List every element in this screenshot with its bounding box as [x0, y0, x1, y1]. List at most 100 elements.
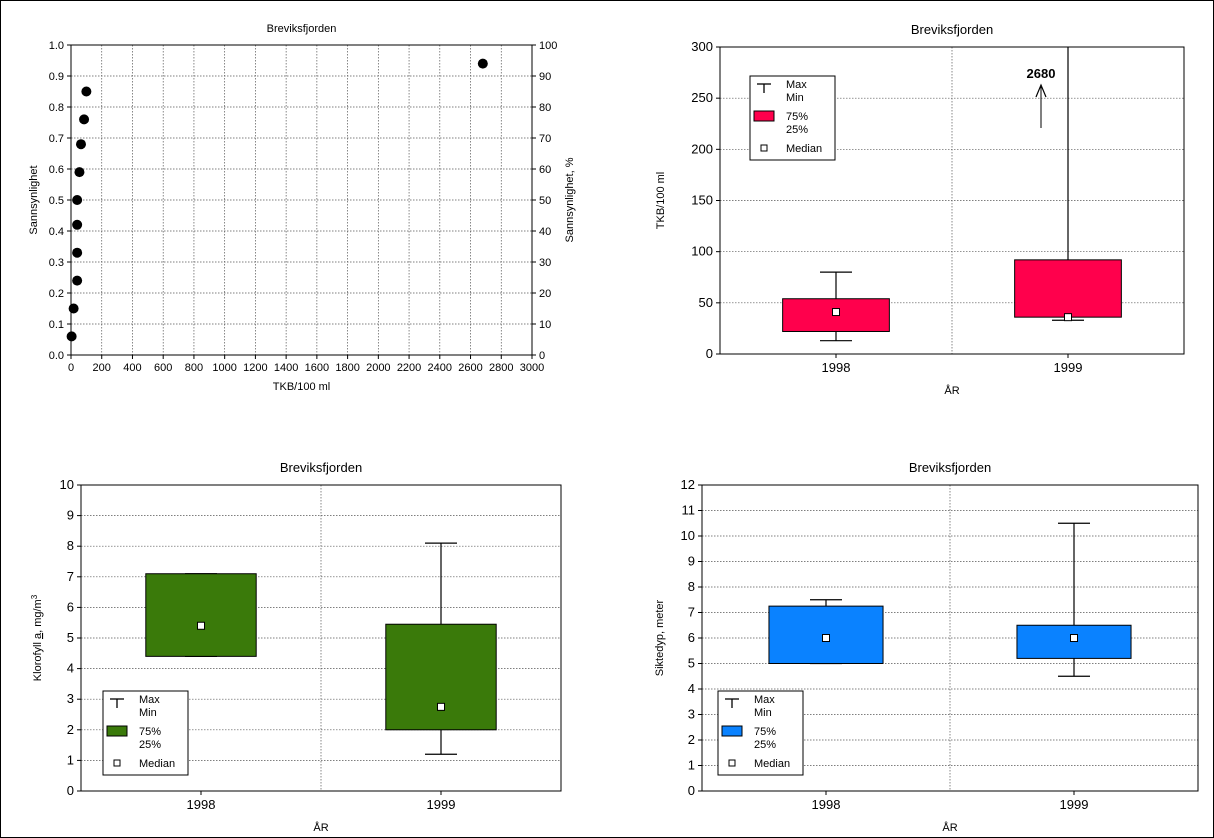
y-tick-label: 9	[688, 554, 695, 569]
y-tick-label: 2	[67, 722, 74, 737]
data-point	[66, 331, 77, 342]
data-point	[72, 247, 83, 258]
y-axis-label-superscript: 3	[30, 594, 39, 599]
chart-title: Breviksfjorden	[911, 22, 993, 37]
y-tick-label: 0	[706, 346, 713, 361]
legend-q1-label: 25%	[754, 739, 776, 751]
y2-tick-label: 20	[539, 288, 551, 300]
y-tick-label: 0	[67, 783, 74, 798]
y-axis-label-part: a	[32, 632, 44, 639]
data-point	[74, 167, 85, 178]
y-tick-label: 0.8	[49, 102, 64, 114]
x-tick-label: 1998	[822, 360, 851, 375]
median-marker	[822, 634, 830, 642]
y2-tick-label: 0	[539, 350, 545, 362]
outlier-arrow-head	[1035, 83, 1047, 98]
iqr-box	[385, 623, 497, 731]
data-point	[68, 303, 79, 314]
outlier-annotation: 2680	[1027, 66, 1056, 81]
x-axis-label: ÅR	[313, 821, 328, 834]
y-tick-label: 50	[699, 295, 713, 310]
tkb-box-chart: 0 50 100 150 200 250 300 1998 1999 Breviksfjorden…	[655, 22, 1185, 397]
y-tick-label: 5	[688, 656, 695, 671]
data-point	[477, 58, 488, 69]
x-axis-label: TKB/100 ml	[273, 381, 330, 393]
y-tick-label: 8	[67, 538, 74, 553]
y-tick-label: 0.6	[49, 164, 64, 176]
legend-box-swatch	[721, 725, 743, 737]
median-marker	[1070, 634, 1078, 642]
legend-max-label: Max	[754, 694, 775, 706]
median-marker	[832, 308, 840, 317]
legend-max-label: Max	[786, 79, 807, 91]
legend-median-label: Median	[139, 758, 175, 770]
y-tick-label: 12	[681, 477, 695, 492]
legend-box-swatch	[753, 110, 775, 122]
y-tick-label: 0.2	[49, 288, 64, 300]
plot-frame	[701, 484, 1199, 792]
y-axis-label-part: Klorofyll	[32, 639, 44, 681]
x-axis-label: ÅR	[942, 821, 957, 834]
x-tick-label: 1999	[1060, 797, 1089, 812]
x-tick-label: 200	[93, 362, 111, 374]
y-tick-label: 300	[691, 39, 713, 54]
y-axis-label-part: , mg/m	[32, 599, 44, 633]
legend-median-label: Median	[786, 143, 822, 155]
y2-tick-label: 100	[539, 40, 557, 52]
y2-tick-label: 40	[539, 226, 551, 238]
legend-min-label: Min	[786, 92, 804, 104]
y-tick-label: 0	[688, 783, 695, 798]
legend-q1-label: 25%	[139, 739, 161, 751]
x-tick-label: 0	[68, 362, 74, 374]
y-tick-label: 3	[67, 691, 74, 706]
y-tick-label: 10	[60, 477, 74, 492]
x-tick-label: 1998	[812, 797, 841, 812]
y-tick-label: 10	[681, 528, 695, 543]
y-tick-label: 0.7	[49, 133, 64, 145]
y2-tick-label: 60	[539, 164, 551, 176]
y-tick-label: 4	[67, 661, 74, 676]
legend-max-label: Max	[139, 694, 160, 706]
x-tick-label: 400	[123, 362, 141, 374]
x-tick-label: 1000	[212, 362, 236, 374]
y-tick-label: 7	[688, 605, 695, 620]
y-axis-label: Siktedyp, meter	[654, 599, 666, 676]
x-tick-label: 1800	[335, 362, 359, 374]
y-tick-label: 0.3	[49, 257, 64, 269]
y-tick-label: 1	[67, 752, 74, 767]
x-tick-label: 2400	[428, 362, 452, 374]
y2-tick-label: 10	[539, 319, 551, 331]
y-tick-label: 250	[691, 90, 713, 105]
legend-q3-label: 75%	[139, 726, 161, 738]
y-tick-label: 6	[67, 599, 74, 614]
iqr-box	[145, 573, 257, 657]
x-tick-label: 1998	[187, 797, 216, 812]
y2-tick-label: 50	[539, 195, 551, 207]
plot-frame	[80, 484, 562, 792]
iqr-box	[1014, 259, 1122, 318]
x-tick-label: 3000	[520, 362, 544, 374]
chart-title: Breviksfjorden	[280, 460, 362, 475]
legend-median-label: Median	[754, 758, 790, 770]
y-tick-label: 8	[688, 579, 695, 594]
x-tick-label: 800	[185, 362, 203, 374]
y-tick-label: 2	[688, 732, 695, 747]
legend-min-label: Min	[139, 707, 157, 719]
y-tick-label: 9	[67, 508, 74, 523]
y-tick-label: 0.9	[49, 71, 64, 83]
legend-min-label: Min	[754, 707, 772, 719]
y-tick-label: 6	[688, 630, 695, 645]
y-tick-label: 100	[691, 244, 713, 259]
x-tick-label: 2600	[458, 362, 482, 374]
x-tick-label: 1999	[427, 797, 456, 812]
x-tick-label: 1200	[243, 362, 267, 374]
x-tick-label: 1600	[305, 362, 329, 374]
y-tick-label: 5	[67, 630, 74, 645]
y-axis-label: Sannsynlighet	[28, 165, 40, 234]
x-tick-label: 600	[154, 362, 172, 374]
data-point	[75, 139, 86, 150]
